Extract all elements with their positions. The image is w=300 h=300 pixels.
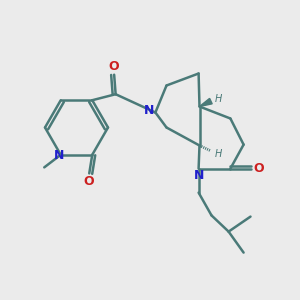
Text: O: O xyxy=(109,60,119,74)
Text: O: O xyxy=(83,175,94,188)
Text: N: N xyxy=(194,169,204,182)
Text: N: N xyxy=(54,149,64,162)
Text: H: H xyxy=(214,94,222,104)
Text: H: H xyxy=(214,148,222,159)
Text: N: N xyxy=(144,104,154,118)
Text: O: O xyxy=(253,162,264,175)
Polygon shape xyxy=(200,98,212,106)
